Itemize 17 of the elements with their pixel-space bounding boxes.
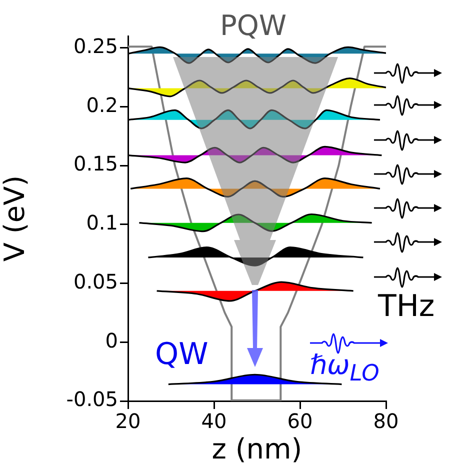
annotation: ℏω$_{LO}$ xyxy=(310,350,380,386)
y-axis-title: V (eV) xyxy=(0,175,32,262)
chart-title: PQW xyxy=(220,9,287,42)
x-axis-title: z (nm) xyxy=(212,432,302,466)
annotation: QW xyxy=(155,337,208,372)
y-tick-label: 0.05 xyxy=(73,269,118,294)
y-tick-label: 0.25 xyxy=(73,34,118,58)
y-tick-label: 0 xyxy=(105,328,118,352)
x-tick-label: 60 xyxy=(287,409,313,434)
x-tick-label: 20 xyxy=(115,409,141,434)
y-tick-label: 0.1 xyxy=(86,210,118,235)
y-tick-label: 0.15 xyxy=(73,152,118,176)
x-tick-label: 80 xyxy=(373,409,399,434)
x-tick-label: 40 xyxy=(201,409,227,434)
annotation: THz xyxy=(378,289,435,324)
y-tick-label: 0.2 xyxy=(86,92,118,117)
y-tick-label: -0.05 xyxy=(66,387,118,412)
